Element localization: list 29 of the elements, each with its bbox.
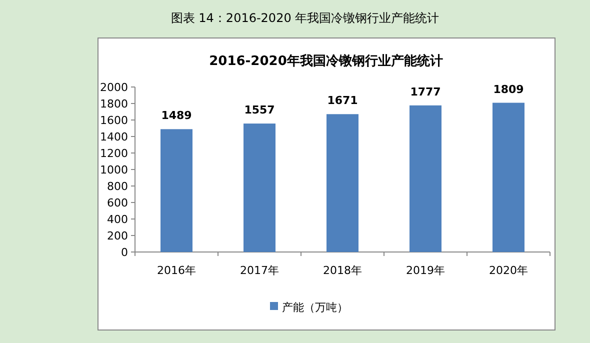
y-tick-label: 1000 [100, 164, 128, 176]
bar [160, 129, 192, 252]
bar [244, 124, 276, 252]
y-tick-label: 200 [107, 230, 128, 242]
y-tick-label: 2000 [100, 81, 128, 94]
y-tick-label: 400 [107, 213, 128, 226]
x-tick-label: 2018年 [323, 264, 362, 277]
data-label: 1489 [161, 109, 192, 122]
y-tick-label: 1600 [100, 114, 128, 127]
data-label: 1557 [244, 104, 275, 117]
y-tick-label: 1400 [100, 130, 128, 144]
y-tick-label: 800 [107, 180, 128, 193]
data-label: 1777 [410, 85, 441, 98]
y-tick-label: 1800 [100, 98, 128, 110]
data-label: 1671 [327, 94, 358, 108]
x-tick-label: 2020年 [489, 264, 528, 277]
x-tick-label: 2017年 [240, 264, 279, 277]
bar [492, 102, 524, 252]
data-label: 1809 [493, 82, 524, 96]
y-tick-label: 1200 [100, 147, 128, 160]
bar [326, 114, 358, 252]
chart-title: 2016-2020年我国冷镦钢行业产能统计 [209, 53, 443, 69]
x-tick-label: 2019年 [406, 264, 445, 277]
y-tick-label: 600 [107, 196, 128, 210]
bar [410, 105, 442, 252]
y-tick-label: 0 [121, 246, 128, 259]
legend-label: 产能（万吨） [282, 301, 348, 314]
x-tick-label: 2016年 [157, 264, 196, 277]
text: 图表 14：2016-2020 年我国冷镦钢行业产能统计 [170, 11, 440, 25]
